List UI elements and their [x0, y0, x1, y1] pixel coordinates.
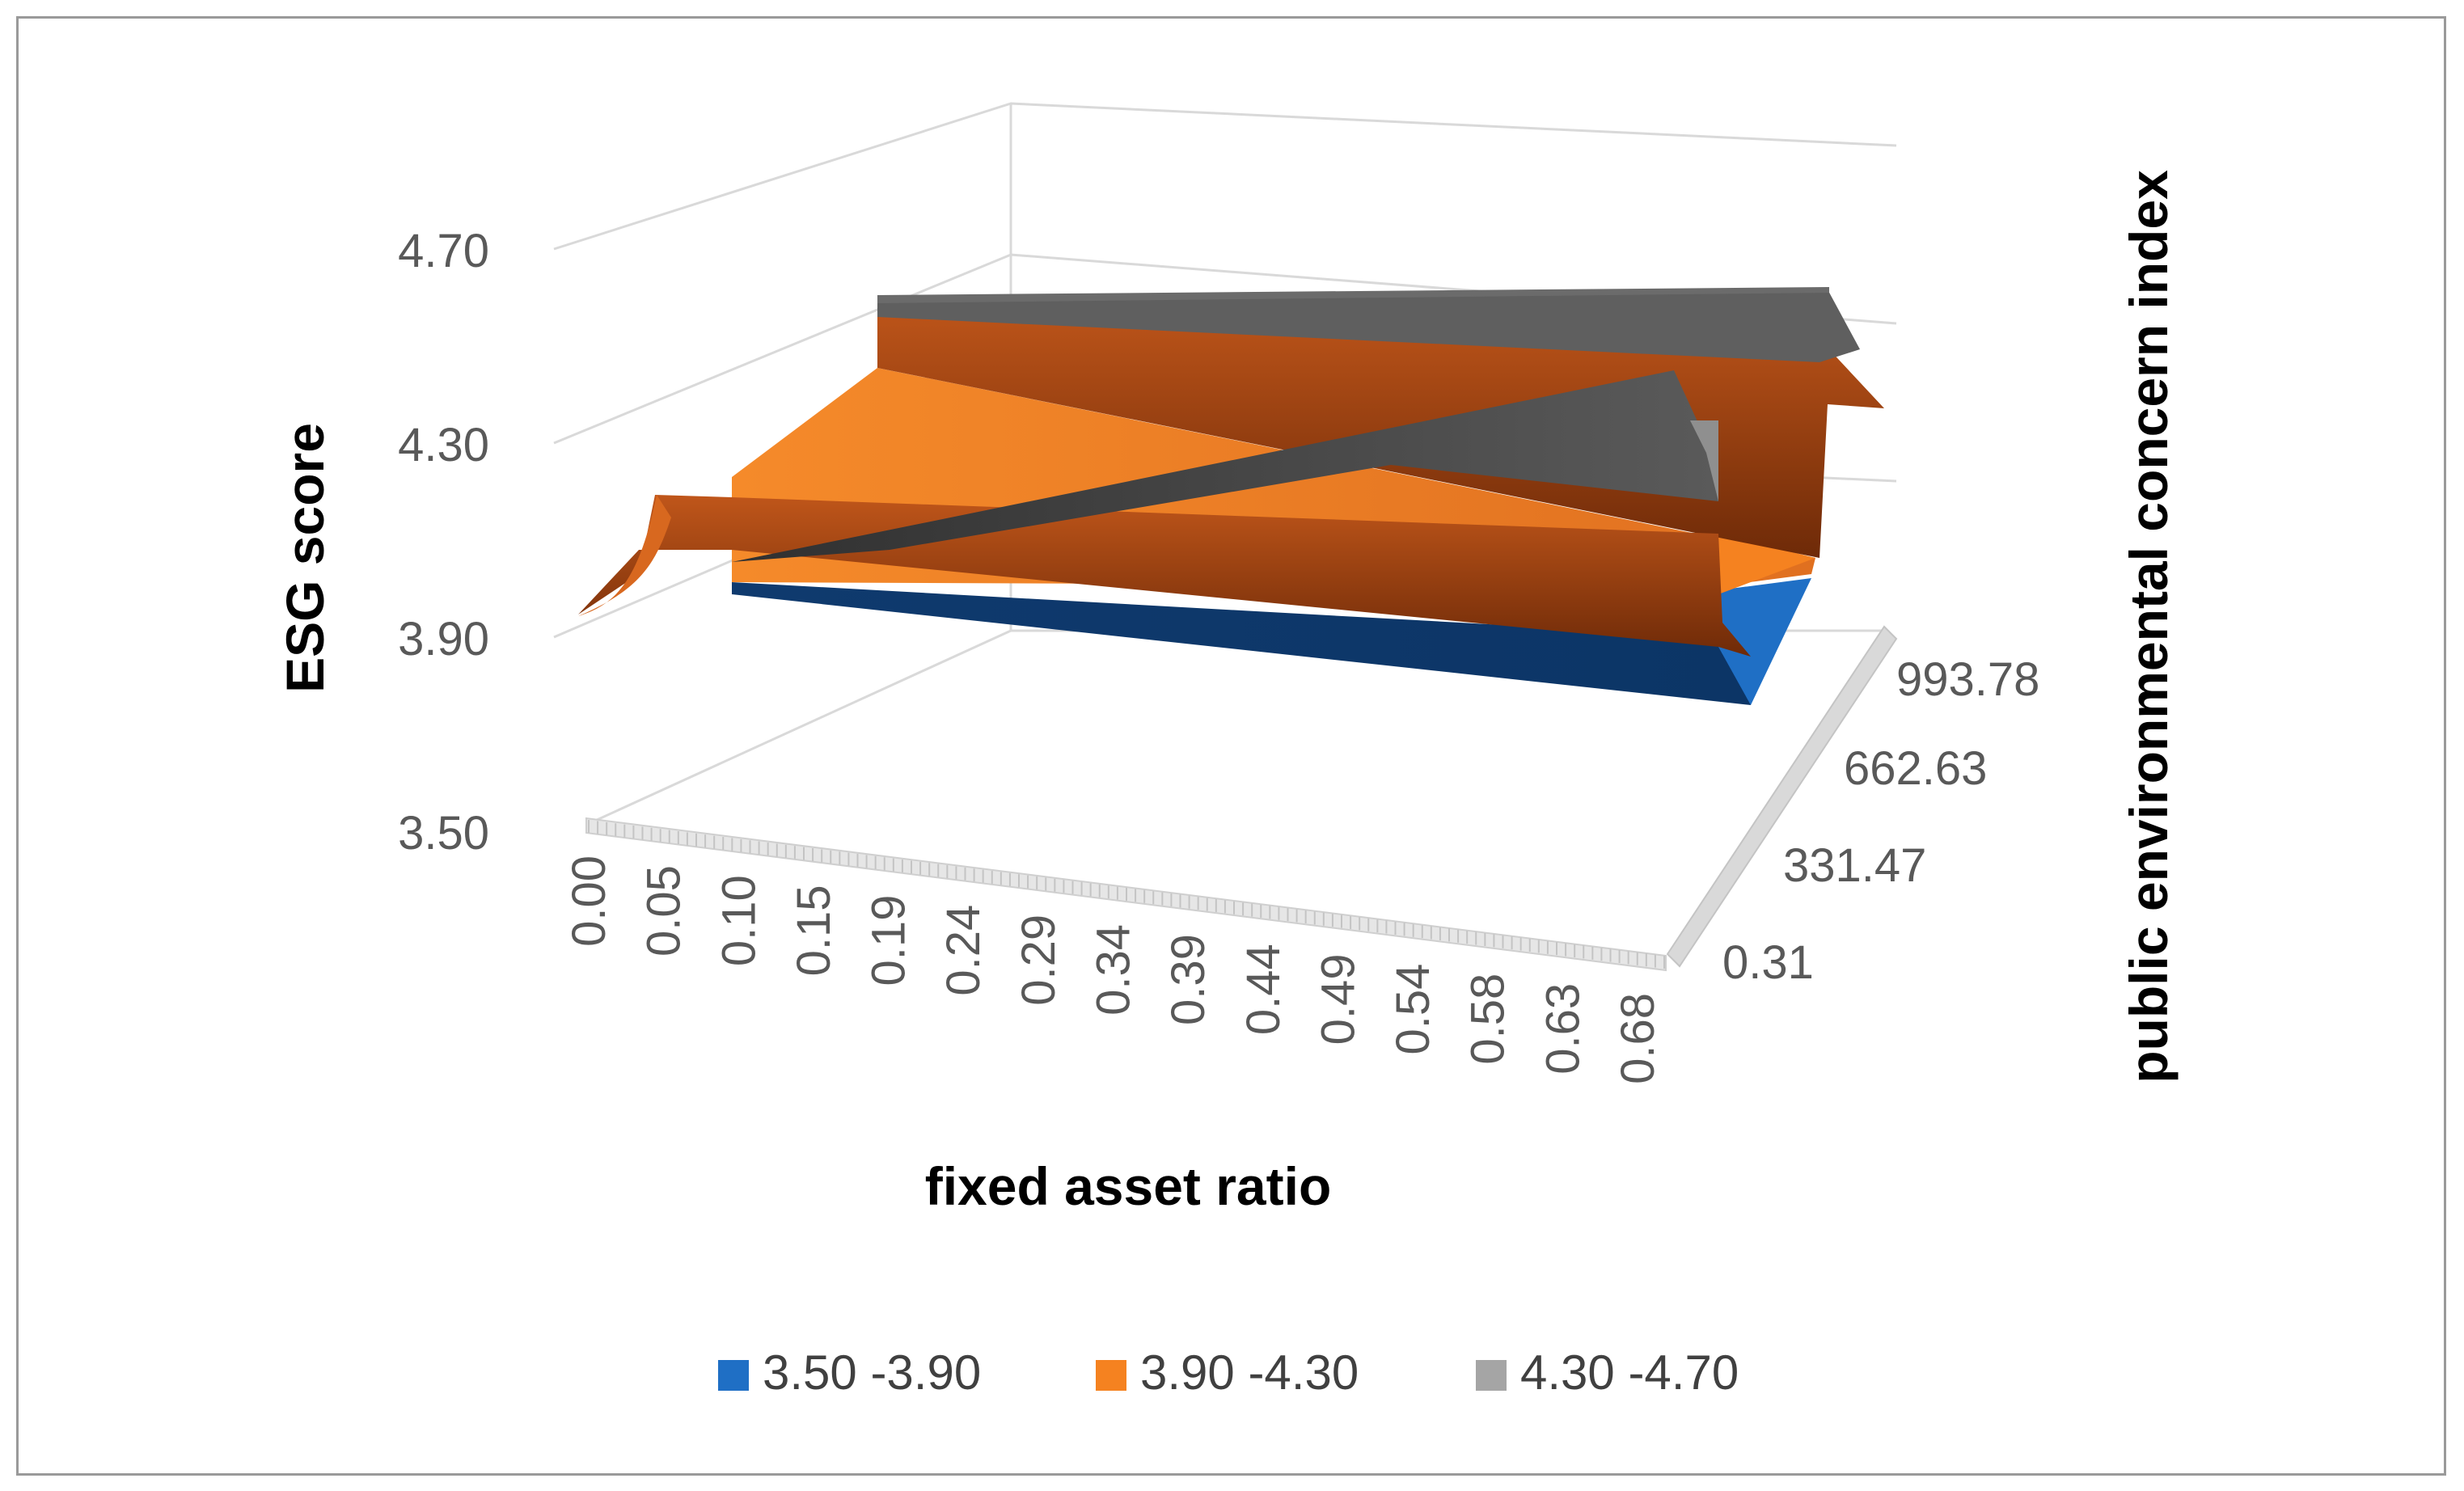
- z-tick-label: 993.78: [1896, 653, 2039, 706]
- x-tick-label: 0.63: [1536, 983, 1589, 1075]
- legend-label: 3.90 -4.30: [1140, 1345, 1359, 1400]
- surface-band-4.30-4.70-wedge: [732, 370, 1718, 562]
- surface: [578, 287, 1884, 705]
- x-axis-ruler: [585, 817, 1667, 972]
- x-tick-label: 0.05: [638, 865, 691, 957]
- x-tick-label: 0.29: [1012, 914, 1065, 1006]
- x-tick-label: 0.34: [1088, 924, 1140, 1016]
- surface-band-3.50-3.90-edge: [1718, 578, 1811, 705]
- x-tick-label: 0.44: [1237, 944, 1290, 1035]
- z-axis-ticks: 0.31 331.47 662.63 993.78: [1722, 653, 2039, 989]
- surface-band-3.50-3.90: [732, 582, 1751, 705]
- surface-band-4.30-4.70-rear-top: [877, 287, 1829, 303]
- y-tick-label: 4.30: [398, 419, 489, 471]
- surface-band-3.90-4.30-right: [1718, 534, 1815, 594]
- legend-swatch: [1476, 1360, 1507, 1391]
- x-tick-label: 0.19: [863, 895, 915, 986]
- y-axis-title: ESG score: [275, 423, 335, 693]
- legend-swatch: [1096, 1360, 1126, 1391]
- z-axis-band: [1666, 625, 1898, 968]
- legend: 3.50 -3.90 3.90 -4.30 4.30 -4.70: [718, 1345, 1739, 1400]
- z-axis-ruler: [1666, 625, 1898, 968]
- x-tick-label: 0.10: [712, 875, 765, 966]
- surface-band-3.90-4.30-rear: [877, 299, 1884, 558]
- y-tick-label: 3.90: [398, 613, 489, 665]
- gridline-4.70: [553, 102, 1897, 251]
- x-tick-label: 0.00: [563, 855, 615, 947]
- surface-band-4.30-4.70-rear: [877, 289, 1860, 362]
- z-tick-label: 662.63: [1844, 742, 1987, 795]
- y-tick-label: 3.50: [398, 807, 489, 860]
- z-tick-label: 331.47: [1783, 839, 1926, 892]
- legend-swatch: [718, 1360, 749, 1391]
- x-tick-label: 0.39: [1162, 934, 1215, 1025]
- y-tick-label: 4.70: [398, 225, 489, 277]
- x-tick-label: 0.68: [1612, 993, 1664, 1084]
- legend-label: 3.50 -3.90: [763, 1345, 981, 1400]
- x-tick-label: 0.49: [1312, 953, 1364, 1045]
- legend-label: 4.30 -4.70: [1520, 1345, 1739, 1400]
- x-axis-title: fixed asset ratio: [925, 1156, 1332, 1216]
- surface-curl-left: [578, 495, 671, 616]
- x-tick-label: 0.58: [1462, 974, 1515, 1065]
- x-tick-label: 0.54: [1387, 964, 1439, 1055]
- y-axis-ticks: 4.70 4.30 3.90 3.50: [398, 225, 489, 860]
- chart-frame: [16, 16, 2446, 1476]
- x-tick-label: 0.15: [788, 885, 840, 976]
- z-tick-label: 0.31: [1722, 936, 1814, 989]
- surface-band-4.30-4.70-wedge-tip: [1690, 420, 1718, 501]
- z-axis-title: public environmental concern index: [2119, 170, 2179, 1083]
- x-tick-label: 0.24: [937, 905, 990, 996]
- x-axis-ticks: 0.00 0.05 0.10 0.15 0.19 0.24 0.29 0.34 0.39 0.44…: [563, 855, 1664, 1084]
